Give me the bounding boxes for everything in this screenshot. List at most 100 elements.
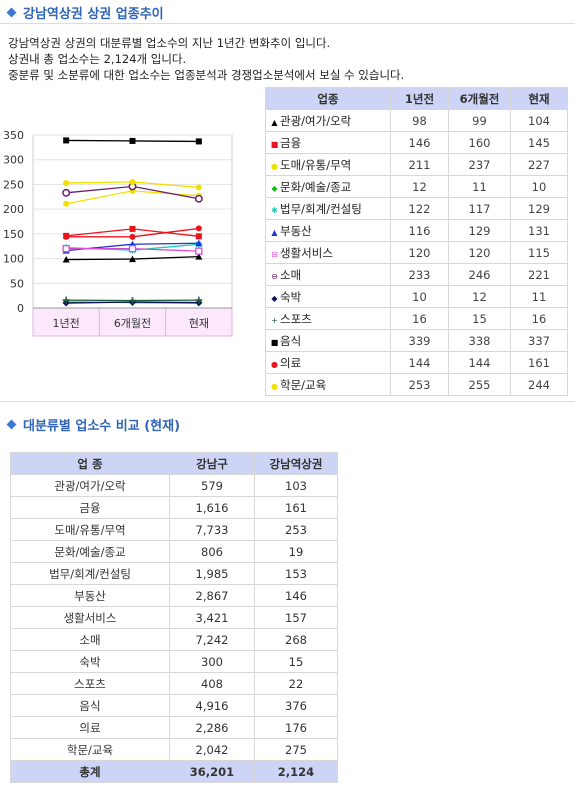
category-cell: 법무/회계/컨설팅 bbox=[10, 562, 170, 585]
table-row: 생활서비스 3,421 157 bbox=[10, 606, 338, 629]
table-row: ◆ 문화/예술/종교 12 11 10 bbox=[265, 175, 568, 198]
value-cell: 98 bbox=[390, 109, 449, 132]
category-cell: 도매/유통/무역 bbox=[10, 518, 170, 541]
data-point bbox=[63, 200, 70, 207]
value-cell: 15 bbox=[448, 307, 511, 330]
table-row: ■ 금융 146 160 145 bbox=[265, 131, 568, 154]
table-row: 의료 2,286 176 bbox=[10, 716, 338, 739]
header-category: 업 종 bbox=[10, 452, 170, 475]
category-cell: ● 도매/유통/무역 bbox=[265, 153, 391, 176]
table-row: ⊖ 소매 233 246 221 bbox=[265, 263, 568, 286]
value-cell: 1,985 bbox=[169, 562, 255, 585]
value-cell: 7,242 bbox=[169, 628, 255, 651]
table-row: ■ 음식 339 338 337 bbox=[265, 329, 568, 352]
table-row: ● 학문/교육 253 255 244 bbox=[265, 373, 568, 396]
category-cell: 음식 bbox=[10, 694, 170, 717]
y-tick-label: 100 bbox=[3, 253, 24, 266]
series-marker-icon: ▲ bbox=[271, 117, 278, 127]
category-name: 부동산 bbox=[280, 223, 312, 238]
category-cell: ▲ 부동산 bbox=[265, 219, 391, 242]
total-value: 36,201 bbox=[169, 760, 255, 783]
x-tick-label: 현재 bbox=[189, 317, 209, 330]
value-cell: 161 bbox=[254, 496, 338, 519]
table-header-row: 업 종 강남구 강남역상권 bbox=[10, 452, 338, 475]
category-name: 생활서비스 bbox=[280, 245, 333, 260]
category-name: 법무/회계/컨설팅 bbox=[280, 201, 362, 216]
value-cell: 221 bbox=[510, 263, 568, 286]
value-cell: 12 bbox=[448, 285, 511, 308]
y-tick-label: 150 bbox=[3, 228, 24, 241]
value-cell: 146 bbox=[390, 131, 449, 154]
table-row: 부동산 2,867 146 bbox=[10, 584, 338, 607]
value-cell: 145 bbox=[510, 131, 568, 154]
table-row: ⊟ 생활서비스 120 120 115 bbox=[265, 241, 568, 264]
value-cell: 211 bbox=[390, 153, 449, 176]
value-cell: 146 bbox=[254, 584, 338, 607]
plot-area bbox=[32, 134, 233, 309]
value-cell: 246 bbox=[448, 263, 511, 286]
data-point bbox=[129, 233, 136, 240]
table-row: ● 의료 144 144 161 bbox=[265, 351, 568, 374]
category-cell: ● 학문/교육 bbox=[265, 373, 391, 396]
value-cell: 115 bbox=[510, 241, 568, 264]
category-cell: 스포츠 bbox=[10, 672, 170, 695]
series-marker-icon: ■ bbox=[270, 139, 279, 149]
total-row: 총계 36,201 2,124 bbox=[10, 760, 338, 783]
series-marker-icon: ⊖ bbox=[271, 271, 278, 281]
value-cell: 338 bbox=[448, 329, 511, 352]
value-cell: 4,916 bbox=[169, 694, 255, 717]
x-tick-label: 6개월전 bbox=[114, 317, 151, 330]
value-cell: 153 bbox=[254, 562, 338, 585]
category-name: 금융 bbox=[280, 135, 302, 150]
value-cell: 10 bbox=[510, 175, 568, 198]
title-divider bbox=[0, 401, 575, 402]
category-cell: 학문/교육 bbox=[10, 738, 170, 761]
data-point bbox=[62, 188, 71, 197]
value-cell: 300 bbox=[169, 650, 255, 673]
data-point bbox=[63, 137, 70, 144]
intro-line: 상권내 총 업소수는 2,124개 입니다. bbox=[8, 52, 187, 66]
value-cell: 2,042 bbox=[169, 738, 255, 761]
category-cell: 소매 bbox=[10, 628, 170, 651]
header-category: 업종 bbox=[265, 87, 391, 110]
series-marker-icon: ● bbox=[271, 161, 278, 171]
value-cell: 253 bbox=[254, 518, 338, 541]
header-gangnam-station: 강남역상권 bbox=[254, 452, 338, 475]
category-name: 학문/교육 bbox=[280, 377, 327, 392]
category-name: 숙박 bbox=[280, 289, 302, 304]
table-row: 음식 4,916 376 bbox=[10, 694, 338, 717]
data-point bbox=[63, 179, 70, 186]
diamond-bullet-icon bbox=[6, 419, 17, 430]
category-cell: ■ 음식 bbox=[265, 329, 391, 352]
data-point bbox=[195, 138, 202, 145]
value-cell: 253 bbox=[390, 373, 449, 396]
category-name: 문화/예술/종교 bbox=[280, 179, 352, 194]
value-cell: 2,867 bbox=[169, 584, 255, 607]
table-row: 학문/교육 2,042 275 bbox=[10, 738, 338, 761]
table-row: ▲ 관광/여가/오락 98 99 104 bbox=[265, 109, 568, 132]
data-point bbox=[62, 296, 70, 304]
value-cell: 579 bbox=[169, 474, 255, 497]
value-cell: 227 bbox=[510, 153, 568, 176]
trend-table: 업종 1년전 6개월전 현재 ▲ 관광/여가/오락 98 99 104 ■ 금융 146 160… bbox=[265, 87, 568, 396]
value-cell: 16 bbox=[510, 307, 568, 330]
series-marker-icon: ▲ bbox=[271, 227, 278, 237]
data-point bbox=[63, 233, 70, 240]
series-marker-icon: ⊟ bbox=[271, 249, 278, 259]
diamond-bullet-icon bbox=[6, 7, 17, 18]
value-cell: 22 bbox=[254, 672, 338, 695]
category-cell: ■ 금융 bbox=[265, 131, 391, 154]
category-name: 의료 bbox=[280, 355, 302, 370]
value-cell: 10 bbox=[390, 285, 449, 308]
value-cell: 376 bbox=[254, 694, 338, 717]
data-point bbox=[195, 239, 203, 247]
compare-table: 업 종 강남구 강남역상권 관광/여가/오락 579 103 금융 1,616 161 도매… bbox=[10, 452, 338, 783]
table-row: + 스포츠 16 15 16 bbox=[265, 307, 568, 330]
category-cell: ● 의료 bbox=[265, 351, 391, 374]
series-marker-icon: ◆ bbox=[271, 183, 278, 193]
header-year-ago: 1년전 bbox=[390, 87, 449, 110]
value-cell: 7,733 bbox=[169, 518, 255, 541]
category-name: 소매 bbox=[280, 267, 302, 282]
category-cell: ⊖ 소매 bbox=[265, 263, 391, 286]
value-cell: 157 bbox=[254, 606, 338, 629]
